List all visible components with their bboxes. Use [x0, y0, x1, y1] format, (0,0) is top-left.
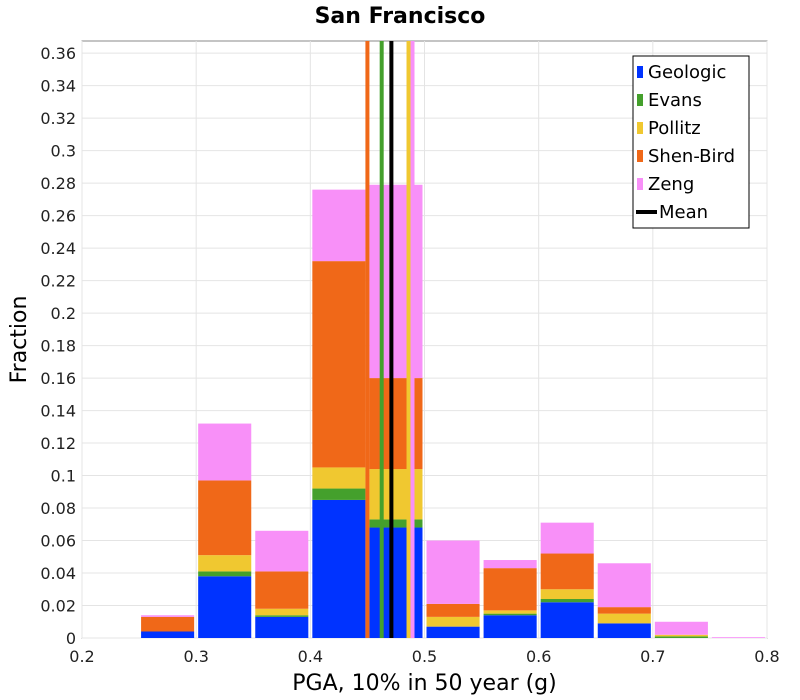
bar-pollitz: [312, 467, 366, 489]
bar-geologic: [255, 616, 309, 638]
bar-shen-bird: [540, 553, 594, 590]
bar-geologic: [141, 631, 195, 638]
bar-pollitz: [369, 469, 423, 520]
legend-label: Geologic: [648, 62, 726, 83]
y-axis-ticks: 0 0.02 0.04 0.06 0.08 0.1 0.12 0.14 0.16 0.18 0.2 0…: [40, 44, 76, 648]
legend-swatch: [637, 66, 643, 78]
bar-evans: [369, 519, 423, 528]
grid: [81, 41, 768, 639]
y-tick-label: 0.14: [40, 402, 76, 421]
y-tick-label: 0.06: [40, 532, 76, 551]
legend-label: Zeng: [648, 174, 694, 195]
y-tick-label: 0.26: [40, 207, 76, 226]
y-tick-label: 0.22: [40, 272, 76, 291]
bar-evans: [654, 636, 708, 638]
y-tick-label: 0.16: [40, 369, 76, 388]
bar-pollitz: [540, 589, 594, 600]
x-tick-label: 0.7: [640, 647, 665, 666]
y-tick-label: 0.36: [40, 44, 76, 63]
legend-swatch: [637, 94, 643, 106]
x-tick-label: 0.3: [183, 647, 208, 666]
legend-box: [632, 55, 750, 229]
bar-pollitz: [255, 608, 309, 616]
bar-zeng: [483, 560, 537, 569]
legend-label: Evans: [648, 90, 702, 111]
y-tick-label: 0.34: [40, 77, 76, 96]
bar-shen-bird: [597, 607, 651, 614]
bar-zeng: [426, 540, 480, 604]
y-tick-label: 0.32: [40, 109, 76, 128]
bar-zeng: [369, 184, 423, 379]
x-axis-ticks: 0.2 0.3 0.4 0.5 0.6 0.7 0.8: [69, 647, 779, 666]
bar-geologic: [483, 615, 537, 638]
y-tick-label: 0.2: [51, 304, 76, 323]
bar-shen-bird: [312, 261, 366, 468]
y-tick-label: 0.02: [40, 597, 76, 616]
bar-zeng: [597, 563, 651, 608]
y-tick-label: 0.12: [40, 434, 76, 453]
bar-geologic: [312, 499, 366, 638]
bar-geologic: [198, 576, 252, 638]
legend: Geologic Evans Pollitz Shen-Bird Zeng Mean: [632, 55, 750, 229]
bar-pollitz: [483, 610, 537, 614]
legend-label-mean: Mean: [659, 202, 708, 223]
legend-label: Shen-Bird: [648, 146, 735, 167]
legend-swatch: [637, 122, 643, 134]
bar-shen-bird: [369, 378, 423, 470]
bar-shen-bird: [483, 568, 537, 611]
legend-label: Pollitz: [648, 118, 701, 139]
bar-geologic: [426, 626, 480, 638]
bar-geologic: [597, 623, 651, 638]
bar-shen-bird: [141, 616, 195, 632]
y-tick-label: 0.18: [40, 337, 76, 356]
bar-evans: [540, 599, 594, 603]
y-tick-label: 0.28: [40, 174, 76, 193]
reference-lines: [365, 41, 415, 638]
x-tick-label: 0.5: [412, 647, 437, 666]
bar-pollitz: [654, 634, 708, 637]
y-tick-label: 0.3: [51, 142, 76, 161]
bar-shen-bird: [426, 603, 480, 617]
legend-swatch: [637, 150, 643, 162]
bar-evans: [312, 488, 366, 500]
y-tick-label: 0.08: [40, 499, 76, 518]
y-tick-label: 0: [66, 629, 76, 648]
bar-zeng: [141, 615, 195, 617]
bar-geologic: [540, 602, 594, 638]
bar-geologic: [369, 527, 423, 638]
bar-zeng: [312, 189, 366, 262]
bar-zeng: [711, 637, 765, 638]
bar-evans: [483, 613, 537, 616]
y-tick-label: 0.24: [40, 239, 76, 258]
x-tick-label: 0.8: [754, 647, 779, 666]
bar-zeng: [654, 621, 708, 635]
chart-title: San Francisco: [315, 4, 486, 29]
bar-evans: [255, 615, 309, 617]
x-tick-label: 0.2: [69, 647, 94, 666]
y-axis-title: Fraction: [7, 296, 32, 384]
x-axis-title: PGA, 10% in 50 year (g): [292, 671, 556, 696]
bar-pollitz: [597, 613, 651, 624]
bar-zeng: [540, 522, 594, 554]
bar-shen-bird: [255, 571, 309, 609]
x-tick-label: 0.6: [526, 647, 551, 666]
bar-shen-bird: [198, 480, 252, 556]
y-tick-label: 0.04: [40, 564, 76, 583]
bar-zeng: [255, 530, 309, 572]
x-tick-label: 0.4: [298, 647, 323, 666]
bar-pollitz: [426, 616, 480, 627]
legend-swatch: [637, 178, 643, 190]
bar-pollitz: [198, 555, 252, 572]
bar-evans: [198, 571, 252, 577]
bar-zeng: [198, 423, 252, 481]
y-tick-label: 0.1: [51, 467, 76, 486]
